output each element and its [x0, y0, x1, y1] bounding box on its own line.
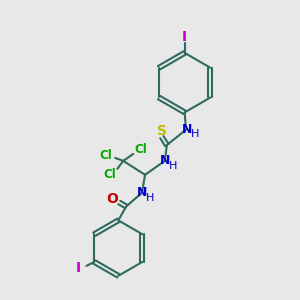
Text: H: H [169, 161, 177, 171]
Text: Cl: Cl [99, 149, 112, 162]
Text: Cl: Cl [135, 142, 148, 155]
Text: H: H [190, 129, 199, 139]
Text: Cl: Cl [103, 168, 116, 181]
Text: O: O [106, 191, 118, 206]
Text: S: S [157, 124, 167, 138]
Text: N: N [160, 154, 170, 167]
Text: H: H [146, 193, 154, 202]
Text: N: N [182, 123, 192, 136]
Text: I: I [76, 261, 81, 275]
Text: I: I [182, 30, 187, 44]
Text: N: N [137, 186, 147, 199]
